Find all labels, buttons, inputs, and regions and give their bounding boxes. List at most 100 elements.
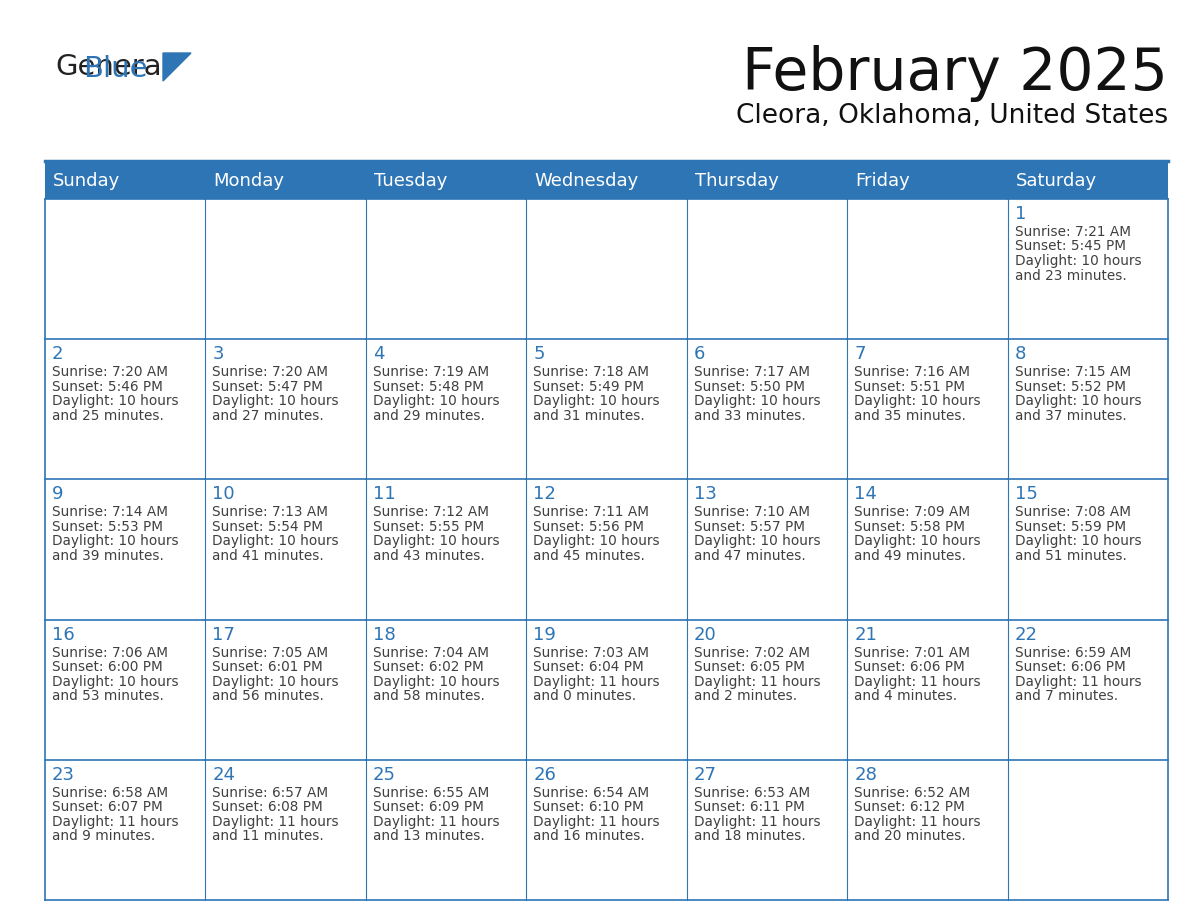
Text: Cleora, Oklahoma, United States: Cleora, Oklahoma, United States [735, 103, 1168, 129]
Bar [1007, 199, 1168, 339]
Text: Sunrise: 7:03 AM: Sunrise: 7:03 AM [533, 645, 650, 660]
Bar [206, 760, 366, 900]
Text: and 45 minutes.: and 45 minutes. [533, 549, 645, 563]
Text: 27: 27 [694, 766, 716, 784]
Text: Sunrise: 6:59 AM: Sunrise: 6:59 AM [1015, 645, 1131, 660]
Text: Sunrise: 6:58 AM: Sunrise: 6:58 AM [52, 786, 169, 800]
Bar [206, 339, 366, 479]
Text: Sunset: 5:48 PM: Sunset: 5:48 PM [373, 380, 484, 394]
Text: and 47 minutes.: and 47 minutes. [694, 549, 805, 563]
Text: 9: 9 [52, 486, 63, 503]
Text: Daylight: 10 hours: Daylight: 10 hours [52, 394, 178, 409]
Text: Sunset: 5:49 PM: Sunset: 5:49 PM [533, 380, 644, 394]
Text: and 7 minutes.: and 7 minutes. [1015, 689, 1118, 703]
Bar [45, 163, 1168, 199]
Text: Daylight: 11 hours: Daylight: 11 hours [533, 815, 659, 829]
Text: Daylight: 10 hours: Daylight: 10 hours [213, 675, 339, 688]
Text: Sunrise: 7:10 AM: Sunrise: 7:10 AM [694, 506, 810, 520]
Text: and 0 minutes.: and 0 minutes. [533, 689, 637, 703]
Text: Sunrise: 6:55 AM: Sunrise: 6:55 AM [373, 786, 489, 800]
Text: Daylight: 10 hours: Daylight: 10 hours [373, 534, 499, 548]
Text: 12: 12 [533, 486, 556, 503]
Text: Tuesday: Tuesday [374, 172, 447, 190]
Bar [1007, 339, 1168, 479]
Text: Sunset: 6:06 PM: Sunset: 6:06 PM [854, 660, 965, 674]
Text: Daylight: 11 hours: Daylight: 11 hours [373, 815, 499, 829]
Bar [687, 199, 847, 339]
Text: 23: 23 [52, 766, 75, 784]
Text: Sunset: 6:02 PM: Sunset: 6:02 PM [373, 660, 484, 674]
Text: and 27 minutes.: and 27 minutes. [213, 409, 324, 422]
Text: Sunset: 5:53 PM: Sunset: 5:53 PM [52, 520, 163, 534]
Text: and 39 minutes.: and 39 minutes. [52, 549, 164, 563]
Text: Sunset: 6:01 PM: Sunset: 6:01 PM [213, 660, 323, 674]
Text: and 29 minutes.: and 29 minutes. [373, 409, 485, 422]
Bar [526, 199, 687, 339]
Bar [366, 479, 526, 620]
Bar [687, 760, 847, 900]
Bar [687, 339, 847, 479]
Text: Daylight: 10 hours: Daylight: 10 hours [1015, 534, 1142, 548]
Text: Daylight: 10 hours: Daylight: 10 hours [52, 534, 178, 548]
Text: Sunset: 5:45 PM: Sunset: 5:45 PM [1015, 240, 1125, 253]
Text: Sunset: 5:54 PM: Sunset: 5:54 PM [213, 520, 323, 534]
Bar [687, 479, 847, 620]
Text: 21: 21 [854, 625, 877, 644]
Text: Daylight: 10 hours: Daylight: 10 hours [854, 394, 981, 409]
Text: 1: 1 [1015, 205, 1026, 223]
Text: and 13 minutes.: and 13 minutes. [373, 829, 485, 844]
Text: Saturday: Saturday [1016, 172, 1097, 190]
Text: Sunset: 6:07 PM: Sunset: 6:07 PM [52, 800, 163, 814]
Text: Sunday: Sunday [53, 172, 120, 190]
Text: Daylight: 10 hours: Daylight: 10 hours [694, 394, 821, 409]
Text: Sunrise: 7:19 AM: Sunrise: 7:19 AM [373, 365, 489, 379]
Bar [847, 620, 1007, 760]
Bar [45, 199, 206, 339]
Text: Daylight: 10 hours: Daylight: 10 hours [533, 534, 659, 548]
Text: Sunset: 5:55 PM: Sunset: 5:55 PM [373, 520, 484, 534]
Text: Sunset: 6:00 PM: Sunset: 6:00 PM [52, 660, 163, 674]
Text: Sunrise: 6:53 AM: Sunrise: 6:53 AM [694, 786, 810, 800]
Text: and 51 minutes.: and 51 minutes. [1015, 549, 1126, 563]
Text: 20: 20 [694, 625, 716, 644]
Text: Sunrise: 7:21 AM: Sunrise: 7:21 AM [1015, 225, 1131, 239]
Bar [366, 199, 526, 339]
Text: Daylight: 11 hours: Daylight: 11 hours [854, 675, 981, 688]
Text: Sunset: 6:06 PM: Sunset: 6:06 PM [1015, 660, 1125, 674]
Bar [526, 479, 687, 620]
Text: Sunrise: 7:11 AM: Sunrise: 7:11 AM [533, 506, 650, 520]
Text: and 11 minutes.: and 11 minutes. [213, 829, 324, 844]
Text: Sunrise: 7:17 AM: Sunrise: 7:17 AM [694, 365, 810, 379]
Text: Sunrise: 7:01 AM: Sunrise: 7:01 AM [854, 645, 971, 660]
Text: 5: 5 [533, 345, 545, 364]
Polygon shape [163, 53, 191, 81]
Text: February 2025: February 2025 [742, 45, 1168, 102]
Text: and 56 minutes.: and 56 minutes. [213, 689, 324, 703]
Text: Sunrise: 7:06 AM: Sunrise: 7:06 AM [52, 645, 168, 660]
Text: Daylight: 10 hours: Daylight: 10 hours [213, 394, 339, 409]
Text: Sunrise: 7:02 AM: Sunrise: 7:02 AM [694, 645, 810, 660]
Text: Daylight: 10 hours: Daylight: 10 hours [854, 534, 981, 548]
Text: Daylight: 10 hours: Daylight: 10 hours [373, 394, 499, 409]
Text: Sunset: 5:56 PM: Sunset: 5:56 PM [533, 520, 644, 534]
Bar [847, 339, 1007, 479]
Text: Daylight: 11 hours: Daylight: 11 hours [694, 675, 821, 688]
Text: Sunrise: 7:12 AM: Sunrise: 7:12 AM [373, 506, 488, 520]
Text: and 23 minutes.: and 23 minutes. [1015, 268, 1126, 283]
Text: Sunset: 6:10 PM: Sunset: 6:10 PM [533, 800, 644, 814]
Text: and 33 minutes.: and 33 minutes. [694, 409, 805, 422]
Bar [526, 339, 687, 479]
Text: Sunrise: 7:13 AM: Sunrise: 7:13 AM [213, 506, 328, 520]
Text: Sunset: 5:52 PM: Sunset: 5:52 PM [1015, 380, 1125, 394]
Bar [366, 620, 526, 760]
Text: Sunset: 6:08 PM: Sunset: 6:08 PM [213, 800, 323, 814]
Text: and 31 minutes.: and 31 minutes. [533, 409, 645, 422]
Text: Daylight: 10 hours: Daylight: 10 hours [1015, 394, 1142, 409]
Text: Daylight: 10 hours: Daylight: 10 hours [213, 534, 339, 548]
Bar [1007, 760, 1168, 900]
Bar [45, 760, 206, 900]
Bar [526, 620, 687, 760]
Text: Sunset: 6:04 PM: Sunset: 6:04 PM [533, 660, 644, 674]
Text: and 9 minutes.: and 9 minutes. [52, 829, 156, 844]
Text: Daylight: 10 hours: Daylight: 10 hours [52, 675, 178, 688]
